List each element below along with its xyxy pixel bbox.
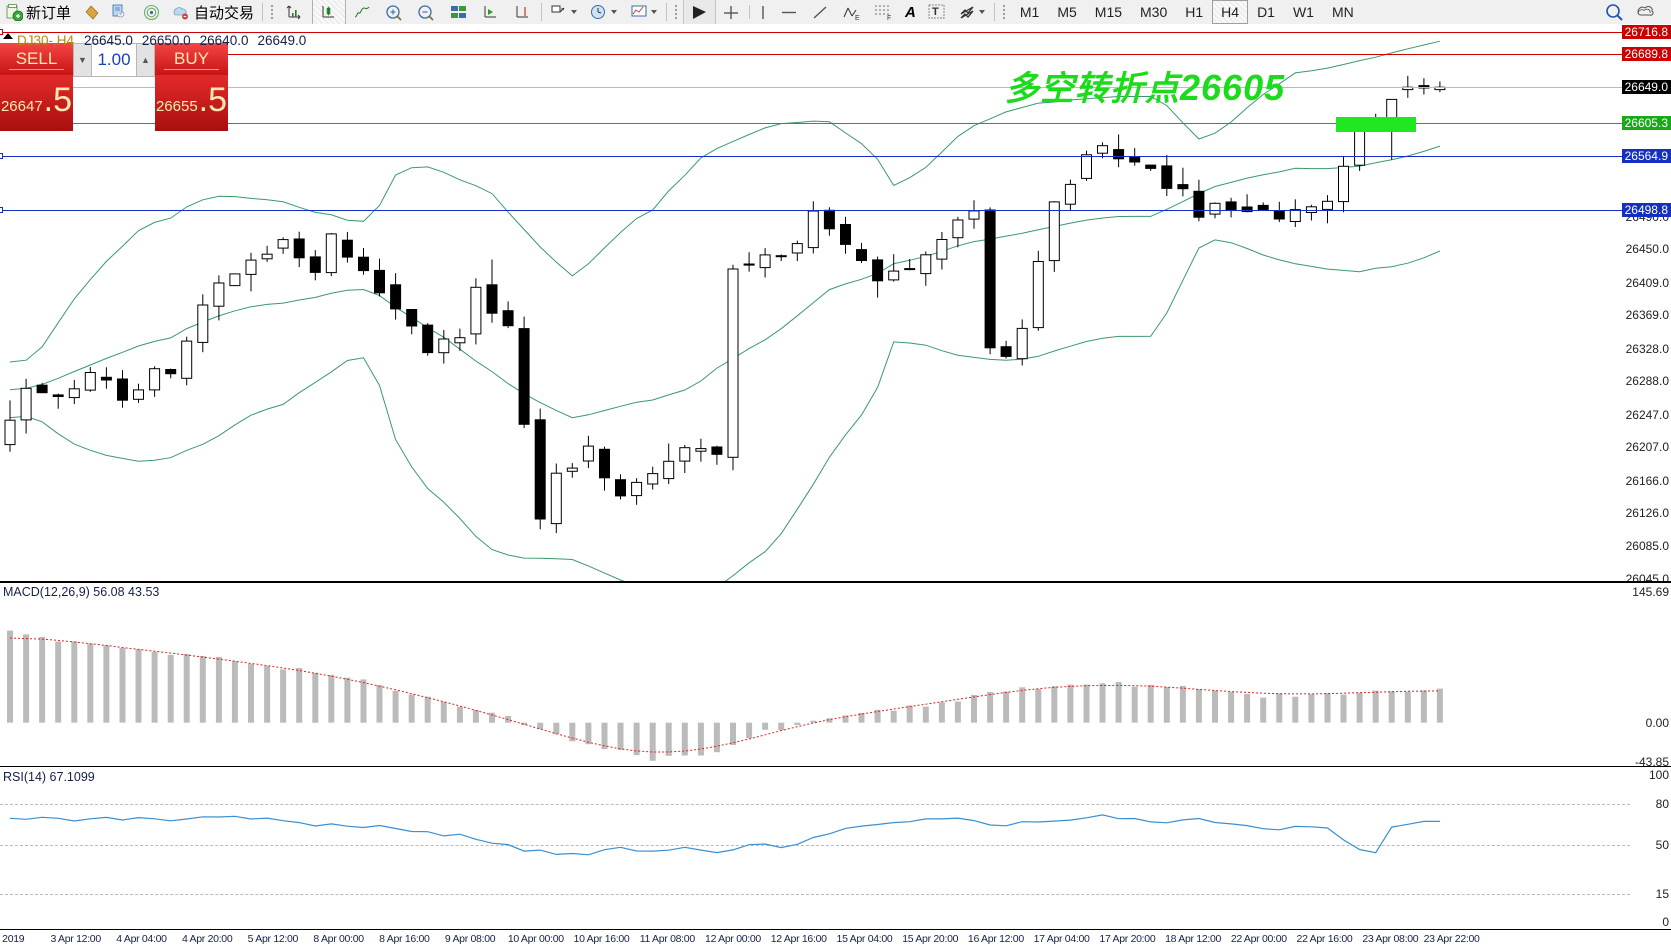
svg-text:F: F	[887, 15, 891, 21]
svg-text:T: T	[932, 6, 939, 18]
svg-text:E: E	[855, 15, 860, 21]
